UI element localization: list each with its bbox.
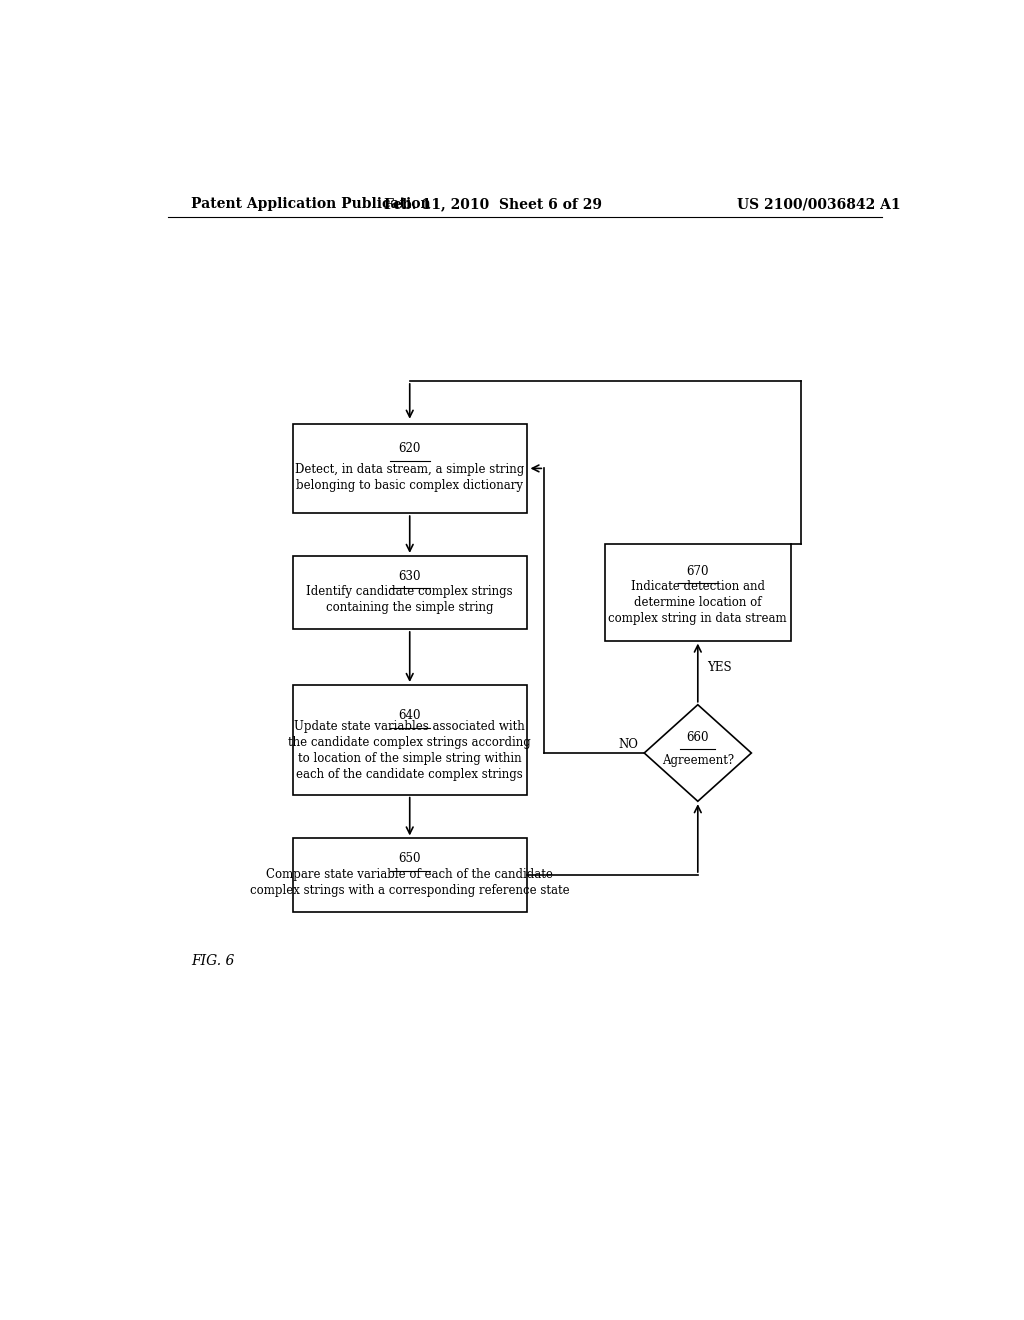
- Polygon shape: [644, 705, 752, 801]
- Text: US 2100/0036842 A1: US 2100/0036842 A1: [736, 197, 900, 211]
- Text: Patent Application Publication: Patent Application Publication: [191, 197, 431, 211]
- Text: FIG. 6: FIG. 6: [191, 954, 234, 969]
- Text: 650: 650: [398, 853, 421, 866]
- Bar: [604, 544, 792, 640]
- Text: Update state variables associated with
the candidate complex strings according
t: Update state variables associated with t…: [289, 721, 531, 781]
- Text: 630: 630: [398, 570, 421, 583]
- Text: Feb. 11, 2010  Sheet 6 of 29: Feb. 11, 2010 Sheet 6 of 29: [384, 197, 602, 211]
- Text: 640: 640: [398, 709, 421, 722]
- Text: Indicate detection and
determine location of
complex string in data stream: Indicate detection and determine locatio…: [608, 579, 787, 624]
- Bar: [293, 838, 526, 912]
- Text: 670: 670: [686, 565, 709, 578]
- Bar: [293, 685, 526, 795]
- Text: Detect, in data stream, a simple string
belonging to basic complex dictionary: Detect, in data stream, a simple string …: [295, 463, 524, 492]
- Bar: [293, 556, 526, 630]
- Text: YES: YES: [708, 661, 732, 675]
- Text: Agreement?: Agreement?: [662, 754, 734, 767]
- Bar: [293, 424, 526, 513]
- Text: 660: 660: [686, 731, 709, 744]
- Text: 620: 620: [398, 442, 421, 455]
- Text: Compare state variable of each of the candidate
complex strings with a correspon: Compare state variable of each of the ca…: [250, 867, 569, 896]
- Text: Identify candidate complex strings
containing the simple string: Identify candidate complex strings conta…: [306, 585, 513, 614]
- Text: NO: NO: [618, 738, 638, 751]
